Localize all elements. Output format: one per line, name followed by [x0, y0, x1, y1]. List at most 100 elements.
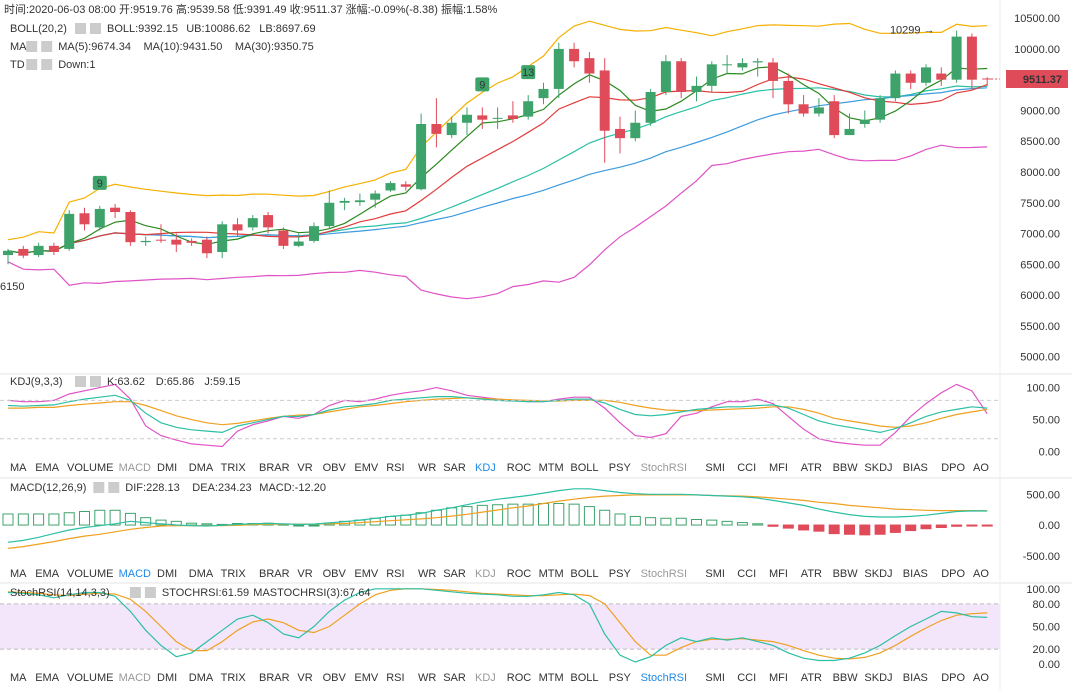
tab-obv[interactable]: OBV [323, 672, 347, 684]
close-icon[interactable] [41, 41, 53, 52]
tab-boll[interactable]: BOLL [570, 462, 598, 474]
tab-emv[interactable]: EMV [354, 568, 379, 580]
tab-cci[interactable]: CCI [737, 672, 756, 684]
close-icon[interactable] [41, 59, 53, 70]
tab-bias[interactable]: BIAS [903, 568, 928, 580]
tab-rsi[interactable]: RSI [386, 568, 404, 580]
tab-trix[interactable]: TRIX [221, 672, 247, 684]
tab-dmi[interactable]: DMI [157, 462, 177, 474]
tab-cci[interactable]: CCI [737, 462, 756, 474]
settings-icon[interactable] [129, 587, 141, 598]
tab-vr[interactable]: VR [297, 672, 312, 684]
tab-dma[interactable]: DMA [189, 568, 214, 580]
tab-wr[interactable]: WR [418, 568, 436, 580]
tab-ao[interactable]: AO [973, 672, 989, 684]
tab-smi[interactable]: SMI [705, 568, 725, 580]
tab-dpo[interactable]: DPO [941, 462, 965, 474]
tab-ma[interactable]: MA [10, 672, 27, 684]
tab-vr[interactable]: VR [297, 568, 312, 580]
tab-rsi[interactable]: RSI [386, 672, 404, 684]
settings-icon[interactable] [93, 482, 105, 493]
tab-emv[interactable]: EMV [354, 672, 379, 684]
tab-ema[interactable]: EMA [35, 672, 60, 684]
tab-boll[interactable]: BOLL [570, 568, 598, 580]
tab-dma[interactable]: DMA [189, 462, 214, 474]
tab-volume[interactable]: VOLUME [67, 462, 113, 474]
tab-smi[interactable]: SMI [705, 462, 725, 474]
tab-sar[interactable]: SAR [443, 672, 466, 684]
tab-wr[interactable]: WR [418, 462, 436, 474]
tab-dmi[interactable]: DMI [157, 568, 177, 580]
tab-macd[interactable]: MACD [119, 672, 151, 684]
tab-skdj[interactable]: SKDJ [864, 568, 892, 580]
settings-icon[interactable] [26, 59, 38, 70]
tab-trix[interactable]: TRIX [221, 462, 247, 474]
tab-mtm[interactable]: MTM [539, 672, 564, 684]
tab-boll[interactable]: BOLL [570, 672, 598, 684]
tab-sar[interactable]: SAR [443, 568, 466, 580]
tab-emv[interactable]: EMV [354, 462, 379, 474]
tab-kdj[interactable]: KDJ [475, 462, 496, 474]
tab-bias[interactable]: BIAS [903, 462, 928, 474]
tab-stochrsi[interactable]: StochRSI [641, 568, 687, 580]
tab-ema[interactable]: EMA [35, 568, 60, 580]
tab-wr[interactable]: WR [418, 672, 436, 684]
tab-skdj[interactable]: SKDJ [864, 462, 892, 474]
tab-roc[interactable]: ROC [507, 568, 532, 580]
tab-atr[interactable]: ATR [801, 462, 822, 474]
tab-mtm[interactable]: MTM [539, 462, 564, 474]
close-icon[interactable] [90, 23, 101, 34]
settings-icon[interactable] [26, 41, 38, 52]
tab-mfi[interactable]: MFI [769, 462, 788, 474]
tab-cci[interactable]: CCI [737, 568, 756, 580]
tab-brar[interactable]: BRAR [259, 568, 290, 580]
tab-ema[interactable]: EMA [35, 462, 60, 474]
tab-brar[interactable]: BRAR [259, 462, 290, 474]
tab-ao[interactable]: AO [973, 568, 989, 580]
tab-volume[interactable]: VOLUME [67, 568, 113, 580]
tab-dpo[interactable]: DPO [941, 568, 965, 580]
tab-mfi[interactable]: MFI [769, 568, 788, 580]
tab-macd[interactable]: MACD [119, 462, 151, 474]
macd-bar [706, 519, 718, 526]
settings-icon[interactable] [75, 376, 86, 387]
tab-roc[interactable]: ROC [507, 462, 532, 474]
tab-ao[interactable]: AO [973, 462, 989, 474]
tab-macd[interactable]: MACD [119, 568, 151, 580]
tab-dma[interactable]: DMA [189, 672, 214, 684]
tab-atr[interactable]: ATR [801, 672, 822, 684]
tab-bbw[interactable]: BBW [833, 462, 859, 474]
tab-dpo[interactable]: DPO [941, 672, 965, 684]
tab-rsi[interactable]: RSI [386, 462, 404, 474]
settings-icon[interactable] [75, 23, 86, 34]
tab-atr[interactable]: ATR [801, 568, 822, 580]
tab-vr[interactable]: VR [297, 462, 312, 474]
tab-obv[interactable]: OBV [323, 462, 347, 474]
tab-mfi[interactable]: MFI [769, 672, 788, 684]
tab-stochrsi[interactable]: StochRSI [641, 672, 687, 684]
tab-kdj[interactable]: KDJ [475, 568, 496, 580]
tab-mtm[interactable]: MTM [539, 568, 564, 580]
tab-skdj[interactable]: SKDJ [864, 672, 892, 684]
tab-sar[interactable]: SAR [443, 462, 466, 474]
tab-psy[interactable]: PSY [609, 672, 632, 684]
tab-ma[interactable]: MA [10, 568, 27, 580]
close-icon[interactable] [108, 482, 120, 493]
tab-obv[interactable]: OBV [323, 568, 347, 580]
tab-ma[interactable]: MA [10, 462, 27, 474]
tab-roc[interactable]: ROC [507, 672, 532, 684]
close-icon[interactable] [144, 587, 156, 598]
close-icon[interactable] [90, 376, 101, 387]
tab-psy[interactable]: PSY [609, 568, 632, 580]
tab-dmi[interactable]: DMI [157, 672, 177, 684]
tab-kdj[interactable]: KDJ [475, 672, 496, 684]
tab-smi[interactable]: SMI [705, 672, 725, 684]
tab-volume[interactable]: VOLUME [67, 672, 113, 684]
tab-bias[interactable]: BIAS [903, 672, 928, 684]
tab-psy[interactable]: PSY [609, 462, 632, 474]
tab-bbw[interactable]: BBW [833, 568, 859, 580]
tab-stochrsi[interactable]: StochRSI [641, 462, 687, 474]
tab-bbw[interactable]: BBW [833, 672, 859, 684]
tab-trix[interactable]: TRIX [221, 568, 247, 580]
tab-brar[interactable]: BRAR [259, 672, 290, 684]
